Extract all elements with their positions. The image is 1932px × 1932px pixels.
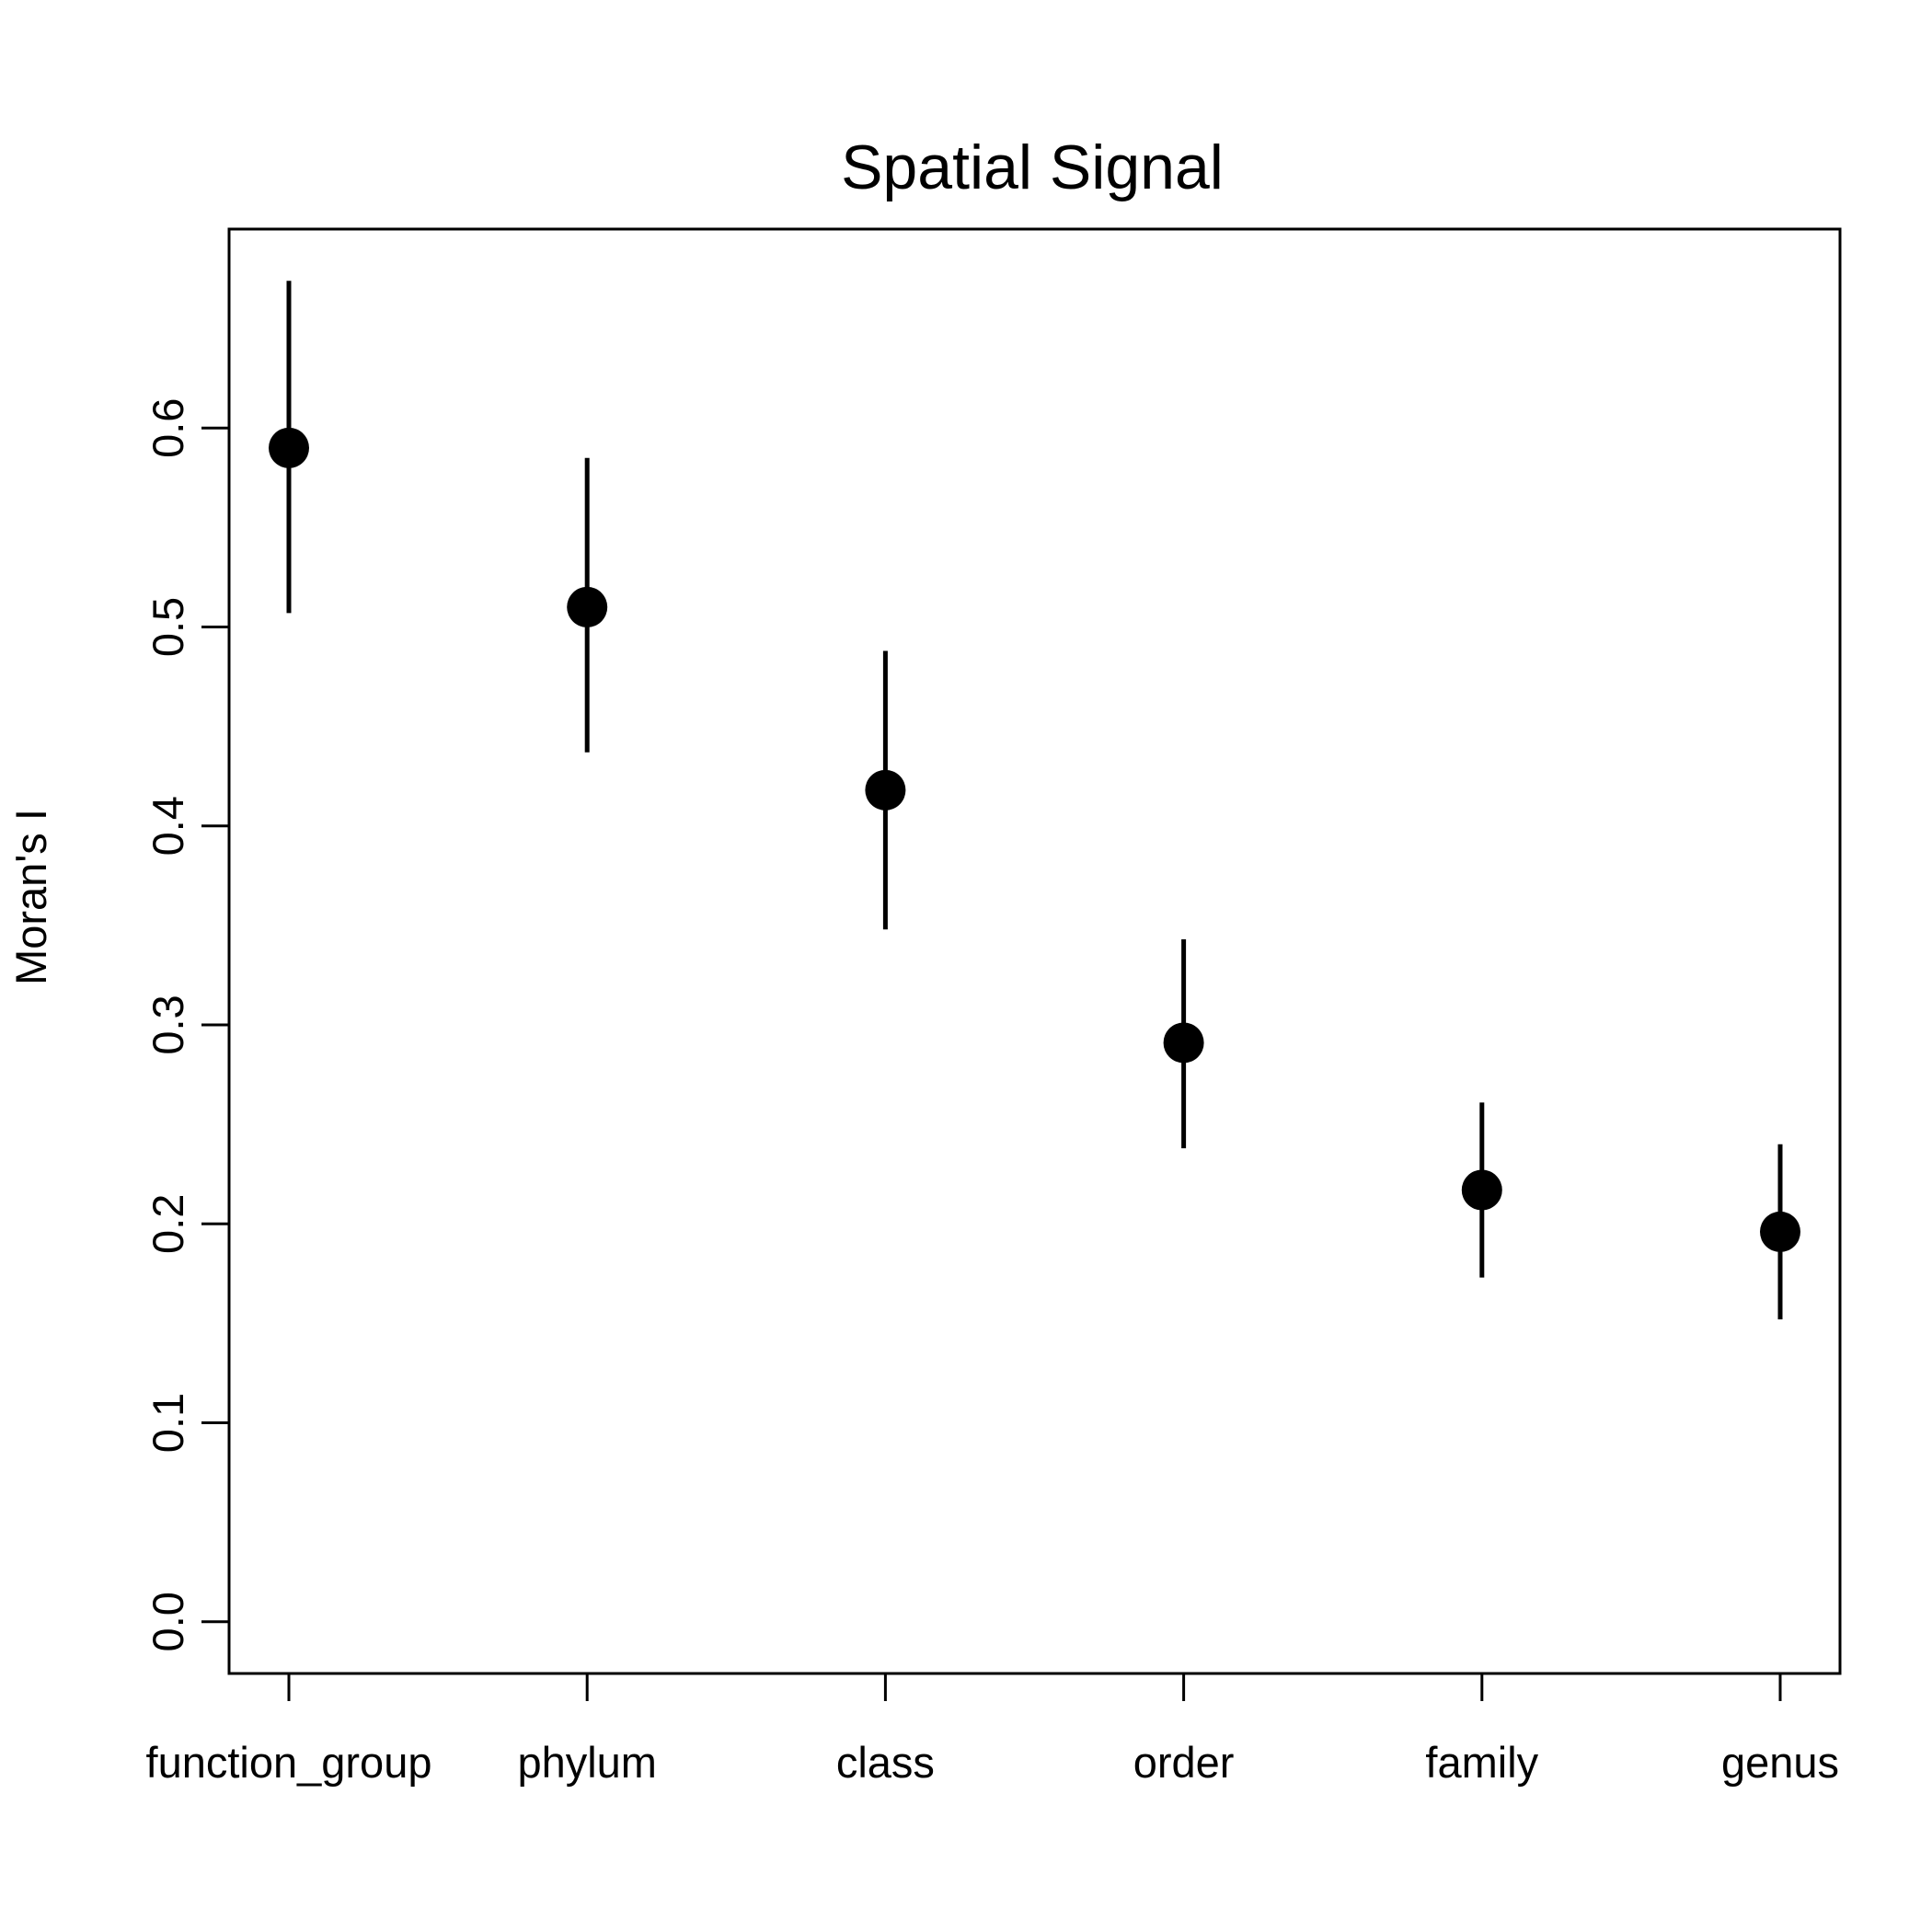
plot-frame — [227, 227, 1842, 1675]
data-point — [269, 427, 309, 468]
y-axis: 0.0 0.1 0.2 0.3 0.4 0.5 0.6 — [144, 398, 229, 1651]
data-point — [865, 769, 906, 811]
data-point — [1461, 1169, 1502, 1211]
chart-title: Spatial Signal — [841, 132, 1224, 202]
data-point — [1163, 1022, 1204, 1064]
y-tick-label: 0.5 — [144, 597, 192, 657]
y-tick-label: 0.4 — [144, 796, 192, 856]
x-tick-label: order — [1133, 1738, 1235, 1787]
y-tick-label: 0.1 — [144, 1393, 192, 1453]
error-bars — [286, 281, 1783, 1320]
y-tick-label: 0.2 — [144, 1194, 192, 1254]
data-point — [1760, 1211, 1800, 1252]
data-points — [269, 427, 1800, 1252]
y-tick-label: 0.0 — [144, 1592, 192, 1651]
x-tick-label: family — [1425, 1738, 1538, 1787]
x-axis: function_group phylum class order family genu… — [146, 1673, 1839, 1787]
y-tick-label: 0.3 — [144, 995, 192, 1054]
x-tick-label: function_group — [146, 1738, 432, 1787]
y-tick-label: 0.6 — [144, 398, 192, 458]
x-tick-label: class — [836, 1738, 935, 1787]
x-tick-label: phylum — [517, 1738, 657, 1787]
y-axis-label: Moran's I — [6, 809, 55, 985]
data-point — [567, 586, 608, 627]
x-tick-label: genus — [1721, 1738, 1839, 1787]
